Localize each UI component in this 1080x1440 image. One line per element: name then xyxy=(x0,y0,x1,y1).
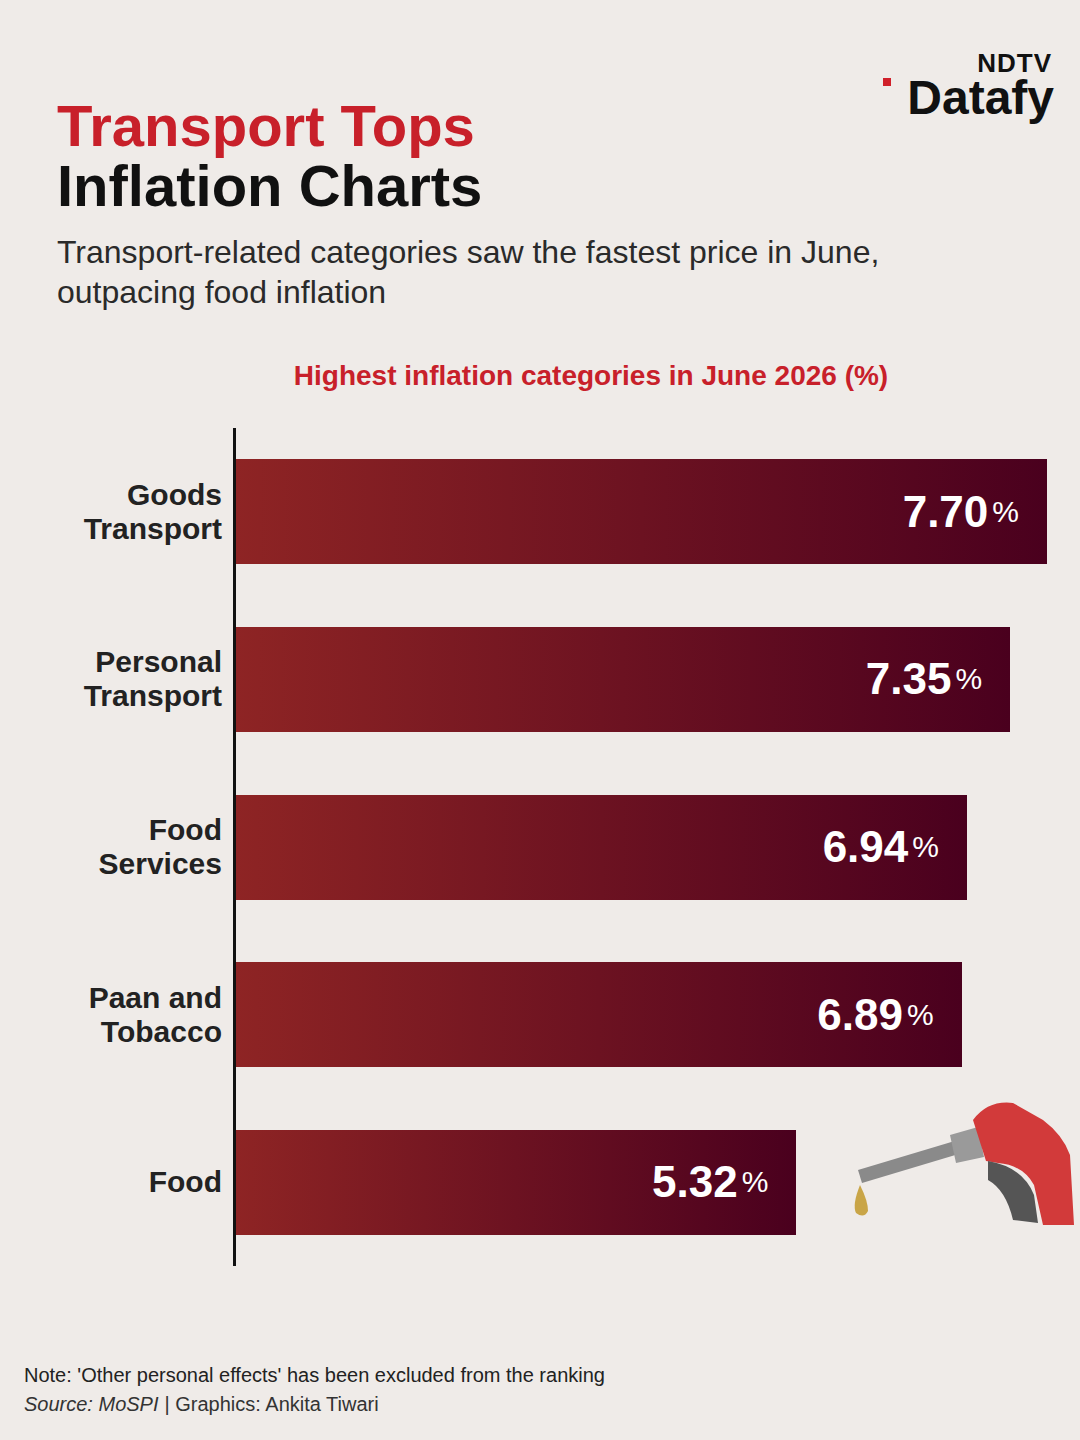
fuel-nozzle-icon xyxy=(838,1095,1078,1235)
value-label: 7.70% xyxy=(903,459,1019,564)
category-label: Personal Transport xyxy=(20,627,222,732)
footer-note: Note: 'Other personal effects' has been … xyxy=(24,1364,605,1387)
footer-source-row: Source: MoSPI | Graphics: Ankita Tiwari xyxy=(24,1393,379,1416)
credit: | Graphics: Ankita Tiwari xyxy=(165,1393,379,1415)
category-label: Goods Transport xyxy=(20,459,222,564)
source: Source: MoSPI xyxy=(24,1393,159,1415)
brand-dot xyxy=(883,78,891,86)
headline-2: Inflation Charts xyxy=(57,152,482,219)
category-label: Food Services xyxy=(20,795,222,900)
category-label: Paan and Tobacco xyxy=(20,962,222,1067)
value-label: 7.35% xyxy=(866,627,982,732)
value-label: 6.89% xyxy=(817,962,933,1067)
brand-bottom: Datafy xyxy=(907,70,1054,125)
value-label: 5.32% xyxy=(652,1130,768,1235)
value-label: 6.94% xyxy=(823,795,939,900)
headline-1: Transport Tops xyxy=(57,92,475,159)
subtitle: Transport-related categories saw the fas… xyxy=(57,232,887,312)
category-label: Food xyxy=(20,1130,222,1235)
chart-title: Highest inflation categories in June 202… xyxy=(150,360,1032,392)
